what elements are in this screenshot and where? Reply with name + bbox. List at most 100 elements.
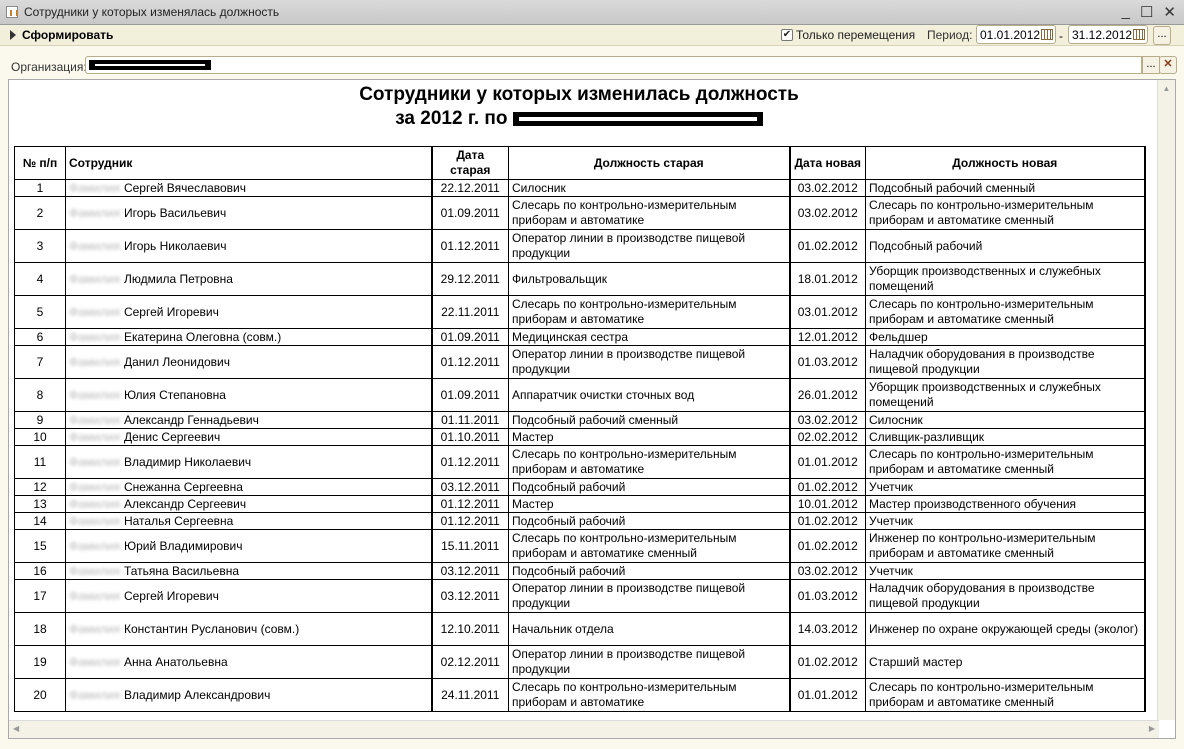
date-to-field[interactable]: 31.12.2012 (1068, 25, 1148, 44)
table-row: 12 Фамилия Снежанна Сергеевна 03.12.2011 Под… (14, 478, 1146, 496)
blurred-surname: Фамилия (69, 513, 120, 528)
position-old-text: Подсобный рабочий (512, 513, 626, 528)
date-old-text: 01.12.2011 (440, 354, 500, 369)
only-moves-checkbox[interactable]: ✔ Только перемещения (781, 28, 915, 42)
position-old: Оператор линии в производстве пищевой пр… (508, 229, 790, 263)
blurred-surname: Фамилия (69, 654, 120, 669)
date-old: 24.11.2011 (430, 678, 509, 712)
vertical-scrollbar[interactable]: ▲ (1157, 80, 1175, 720)
minimize-button[interactable]: _ (1121, 3, 1130, 20)
scroll-up-icon[interactable]: ▲ (1162, 84, 1171, 93)
date-old-text: 01.12.2011 (440, 454, 500, 469)
date-old-text: 12.10.2011 (440, 621, 500, 636)
position-old-text: Силосник (512, 180, 566, 195)
scroll-left-icon[interactable]: ◀ (13, 724, 20, 733)
date-old-text: 01.12.2011 (440, 513, 500, 528)
blurred-surname: Фамилия (69, 563, 120, 578)
employee-name-text: Данил Леонидович (123, 354, 230, 369)
date-old-text: 01.10.2011 (440, 429, 500, 444)
date-old: 22.12.2011 (430, 179, 509, 197)
row-number: 12 (14, 478, 66, 496)
employee-name-text: Людмила Петровна (123, 271, 233, 286)
position-new-text: Слесарь по контрольно-измерительным приб… (869, 680, 1094, 709)
row-number: 14 (14, 512, 66, 530)
employee-name: Фамилия Юлия Степановна (65, 378, 432, 412)
generate-button[interactable]: Сформировать (10, 28, 113, 42)
calendar-icon[interactable] (1041, 29, 1053, 40)
position-new: Подсобный рабочий сменный (865, 179, 1146, 197)
period-dash: - (1059, 29, 1063, 43)
date-to-value: 31.12.2012 (1072, 28, 1133, 42)
col-position-old: Должность старая (508, 146, 790, 180)
period-select-button[interactable]: ... (1153, 26, 1171, 45)
position-new-text: Инженер по контрольно-измерительным приб… (869, 531, 1096, 560)
date-new: 01.02.2012 (788, 229, 866, 263)
row-number-text: 6 (36, 329, 44, 344)
date-new: 02.02.2012 (788, 428, 866, 446)
table-row: 19 Фамилия Анна Анатольевна 02.12.2011 Опера… (14, 645, 1146, 679)
row-number: 4 (14, 262, 66, 296)
date-new: 01.01.2012 (788, 678, 866, 712)
position-new: Наладчик оборудования в производстве пищ… (865, 579, 1146, 613)
position-old-text: Мастер (512, 496, 554, 511)
maximize-button[interactable]: ☐ (1139, 4, 1154, 21)
row-number-text: 3 (36, 238, 44, 253)
employee-name: Фамилия Александр Геннадьевич (65, 411, 432, 429)
position-new: Фельдшер (865, 328, 1146, 346)
position-old: Мастер (508, 428, 790, 446)
table-row: 15 Фамилия Юрий Владимирович 15.11.2011 Слес… (14, 529, 1146, 563)
position-new-text: Наладчик оборудования в производстве пищ… (869, 347, 1095, 376)
row-number: 7 (14, 345, 66, 379)
date-new-text: 01.03.2012 (797, 588, 858, 603)
horizontal-scrollbar[interactable]: ◀ ▶ (9, 720, 1159, 738)
position-old: Слесарь по контрольно-измерительным приб… (508, 196, 790, 230)
row-number: 8 (14, 378, 66, 412)
row-number-text: 13 (33, 496, 47, 511)
position-old-text: Подсобный рабочий (512, 479, 626, 494)
date-new: 26.01.2012 (788, 378, 866, 412)
employee-name: Фамилия Игорь Васильевич (65, 196, 432, 230)
date-old: 01.09.2011 (430, 196, 509, 230)
date-new: 12.01.2012 (788, 328, 866, 346)
window-title: Сотрудники у которых изменялась должност… (24, 5, 280, 19)
position-new: Подсобный рабочий (865, 229, 1146, 263)
organization-clear-button[interactable]: ✕ (1159, 56, 1177, 74)
row-number: 13 (14, 495, 66, 513)
employee-name: Фамилия Юрий Владимирович (65, 529, 432, 563)
organization-select-button[interactable]: ... (1142, 56, 1160, 74)
date-old: 01.11.2011 (430, 411, 509, 429)
date-new-text: 03.02.2012 (797, 563, 858, 578)
date-new: 10.01.2012 (788, 495, 866, 513)
organization-input[interactable] (85, 56, 1142, 74)
row-number-text: 15 (33, 538, 47, 553)
employee-name: Фамилия Снежанна Сергеевна (65, 478, 432, 496)
col-number: № п/п (14, 146, 66, 180)
col-employee: Сотрудник (65, 146, 432, 180)
date-old-text: 22.11.2011 (441, 304, 500, 319)
table-row: 7 Фамилия Данил Леонидович 01.12.2011 Операт… (14, 345, 1146, 379)
date-old: 03.12.2011 (430, 579, 509, 613)
employee-name-text: Денис Сергеевич (123, 429, 221, 444)
date-old: 15.11.2011 (430, 529, 509, 563)
blurred-surname: Фамилия (69, 454, 120, 469)
row-number-text: 4 (36, 271, 44, 286)
position-new-text: Фельдшер (869, 329, 928, 344)
date-from-field[interactable]: 01.01.2012 (976, 25, 1056, 44)
report-subtitle: за 2012 г. по (9, 108, 1149, 130)
row-number: 6 (14, 328, 66, 346)
table-row: 4 Фамилия Людмила Петровна 29.12.2011 Фильтр… (14, 262, 1146, 296)
row-number: 1 (14, 179, 66, 197)
calendar-icon[interactable] (1133, 29, 1145, 40)
position-old-text: Оператор линии в производстве пищевой пр… (512, 581, 746, 610)
position-new: Сливщик-разливщик (865, 428, 1146, 446)
date-old: 22.11.2011 (430, 295, 509, 329)
scroll-right-icon[interactable]: ▶ (1148, 724, 1155, 733)
position-old-text: Слесарь по контрольно-измерительным приб… (512, 447, 737, 476)
position-old-text: Начальник отдела (512, 621, 614, 636)
date-new: 01.03.2012 (788, 579, 866, 613)
date-new-text: 26.01.2012 (797, 387, 858, 402)
date-new: 03.02.2012 (788, 411, 866, 429)
close-button[interactable]: ✕ (1163, 4, 1176, 21)
date-new-text: 03.02.2012 (797, 180, 858, 195)
date-old-text: 01.09.2011 (440, 329, 500, 344)
